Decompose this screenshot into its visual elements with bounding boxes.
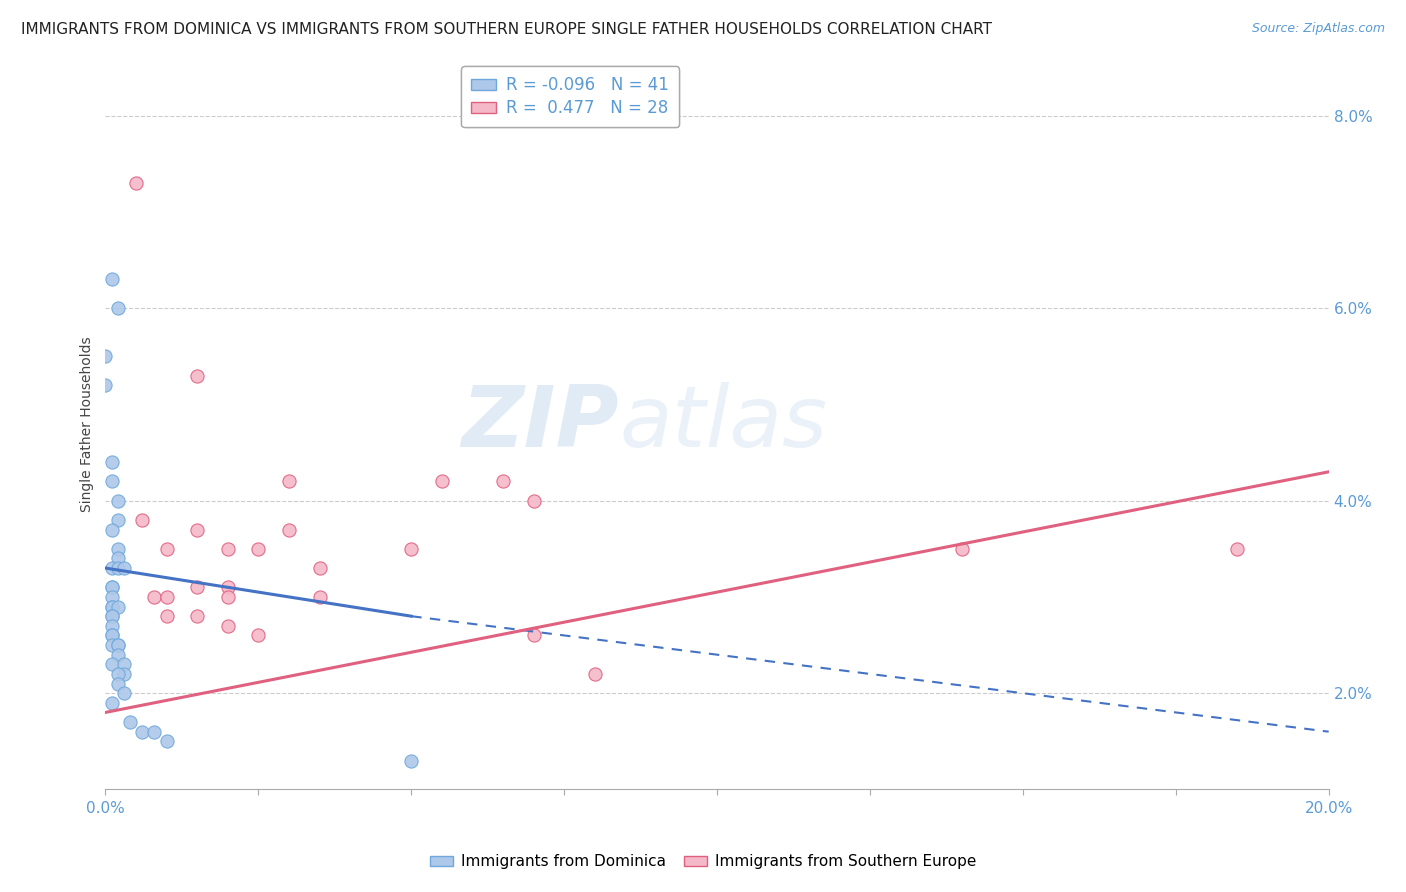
Point [217,590,239,604]
Point [100,619,122,633]
Point [186,580,208,594]
Point [100,609,122,624]
Point [308,590,330,604]
Point [107,551,129,566]
Point [308,561,330,575]
Point [155,590,177,604]
Point [100,696,122,710]
Point [950,541,973,556]
Point [217,580,239,594]
Point [125,176,148,190]
Point [155,734,177,748]
Point [100,580,122,594]
Point [100,475,122,489]
Point [107,667,129,681]
Text: IMMIGRANTS FROM DOMINICA VS IMMIGRANTS FROM SOUTHERN EUROPE SINGLE FATHER HOUSEH: IMMIGRANTS FROM DOMINICA VS IMMIGRANTS F… [21,22,993,37]
Point [186,523,208,537]
Point [1226,541,1249,556]
Point [107,301,129,316]
Point [583,667,606,681]
Point [100,561,122,575]
Point [100,628,122,642]
Point [94,378,117,392]
Legend: R = -0.096   N = 41, R =  0.477   N = 28: R = -0.096 N = 41, R = 0.477 N = 28 [461,66,679,128]
Point [186,368,208,383]
Point [118,714,141,729]
Point [100,599,122,614]
Point [277,523,299,537]
Point [186,609,208,624]
Point [430,475,453,489]
Point [94,349,117,363]
Point [100,609,122,624]
Point [107,599,129,614]
Point [100,628,122,642]
Point [131,513,153,527]
Point [100,455,122,469]
Point [112,561,135,575]
Point [107,638,129,652]
Point [217,541,239,556]
Point [107,561,129,575]
Point [143,724,166,739]
Point [112,667,135,681]
Point [107,648,129,662]
Point [100,657,122,672]
Point [523,628,546,642]
Legend: Immigrants from Dominica, Immigrants from Southern Europe: Immigrants from Dominica, Immigrants fro… [425,848,981,875]
Point [107,541,129,556]
Point [100,590,122,604]
Point [399,754,422,768]
Point [100,523,122,537]
Point [277,475,299,489]
Text: 0.0%: 0.0% [86,801,125,816]
Point [155,609,177,624]
Point [112,686,135,700]
Point [100,580,122,594]
Point [143,590,166,604]
Point [107,493,129,508]
Text: 20.0%: 20.0% [1305,801,1353,816]
Point [492,475,515,489]
Text: atlas: atlas [619,382,827,466]
Y-axis label: Single Father Households: Single Father Households [80,336,94,511]
Point [107,513,129,527]
Point [217,619,239,633]
Point [247,541,270,556]
Point [155,541,177,556]
Text: Source: ZipAtlas.com: Source: ZipAtlas.com [1251,22,1385,36]
Point [100,272,122,286]
Point [112,657,135,672]
Point [523,493,546,508]
Point [131,724,153,739]
Point [100,599,122,614]
Point [399,541,422,556]
Point [100,638,122,652]
Point [107,638,129,652]
Point [247,628,270,642]
Point [107,676,129,690]
Text: ZIP: ZIP [461,382,619,466]
